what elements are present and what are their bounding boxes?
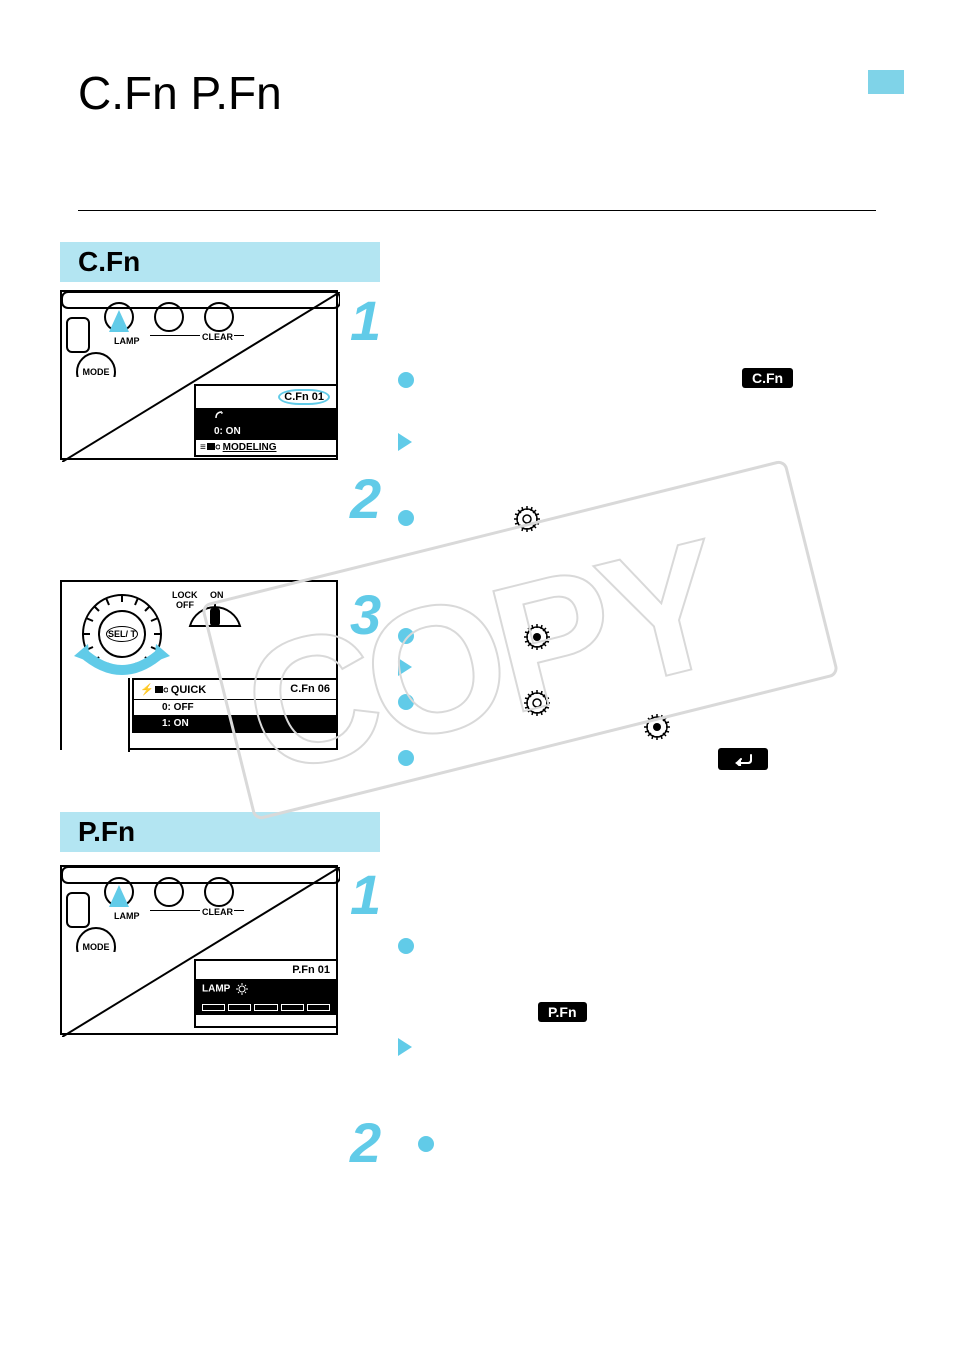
page-title: C.Fn P.Fn [78, 66, 282, 120]
bullet-icon [398, 694, 414, 710]
lcd-panel-3: P.Fn 01 LAMP [194, 959, 338, 1028]
bullet-icon [398, 510, 414, 526]
lcd-panel-2: ⚡ QUICK C.Fn 06 0: OFF 1: ON [132, 678, 338, 733]
mode-button: MODE [76, 352, 116, 377]
lamp-label: LAMP [114, 911, 140, 921]
bullet-icon [398, 372, 414, 388]
dial-icon [522, 688, 552, 718]
dial-icon [642, 712, 672, 742]
figure-cfn-display: CLEAR LAMP MODE C.Fn 01 z 0: ON ≡ MODELI… [60, 290, 338, 460]
clear-label: CLEAR [202, 332, 233, 342]
bullet-icon [418, 1136, 434, 1152]
cfn-section-label: C.Fn [60, 242, 380, 282]
triangle-icon [398, 1038, 412, 1056]
figure-dial-lcd: SEL/ T LOCK OFF ON ⚡ QUICK C. [60, 580, 338, 750]
corner-marker [868, 70, 904, 94]
pfn-badge: P.Fn [538, 1002, 587, 1022]
clear-label: CLEAR [202, 907, 233, 917]
pfn-step-1: 1 [350, 862, 381, 927]
triangle-icon [398, 658, 412, 676]
step-1: 1 [350, 288, 381, 353]
bullet-icon [398, 938, 414, 954]
bullet-icon [398, 750, 414, 766]
bullet-icon [398, 628, 414, 644]
pfn-section-label: P.Fn [60, 812, 380, 852]
dial-icon [512, 504, 542, 534]
return-icon [731, 752, 755, 766]
mode-button: MODE [76, 927, 116, 952]
triangle-icon [398, 433, 412, 451]
cfn-badge: C.Fn [742, 368, 793, 388]
pfn-step-2: 2 [350, 1110, 381, 1175]
arrow-up-icon [109, 885, 129, 907]
step-3: 3 [350, 582, 381, 647]
back-badge [718, 748, 768, 770]
step-2: 2 [350, 466, 381, 531]
figure-pfn-display: CLEAR LAMP MODE P.Fn 01 LAMP [60, 865, 338, 1035]
cfn-number-highlight: C.Fn 01 [278, 389, 330, 405]
dial-icon [522, 622, 552, 652]
divider [78, 210, 876, 211]
svg-text:z: z [221, 410, 223, 415]
arrow-up-icon [109, 310, 129, 332]
lock-switch: LOCK OFF ON [172, 590, 242, 630]
lamp-label: LAMP [114, 336, 140, 346]
lcd-panel: C.Fn 01 z 0: ON ≡ MODELING [194, 384, 338, 457]
